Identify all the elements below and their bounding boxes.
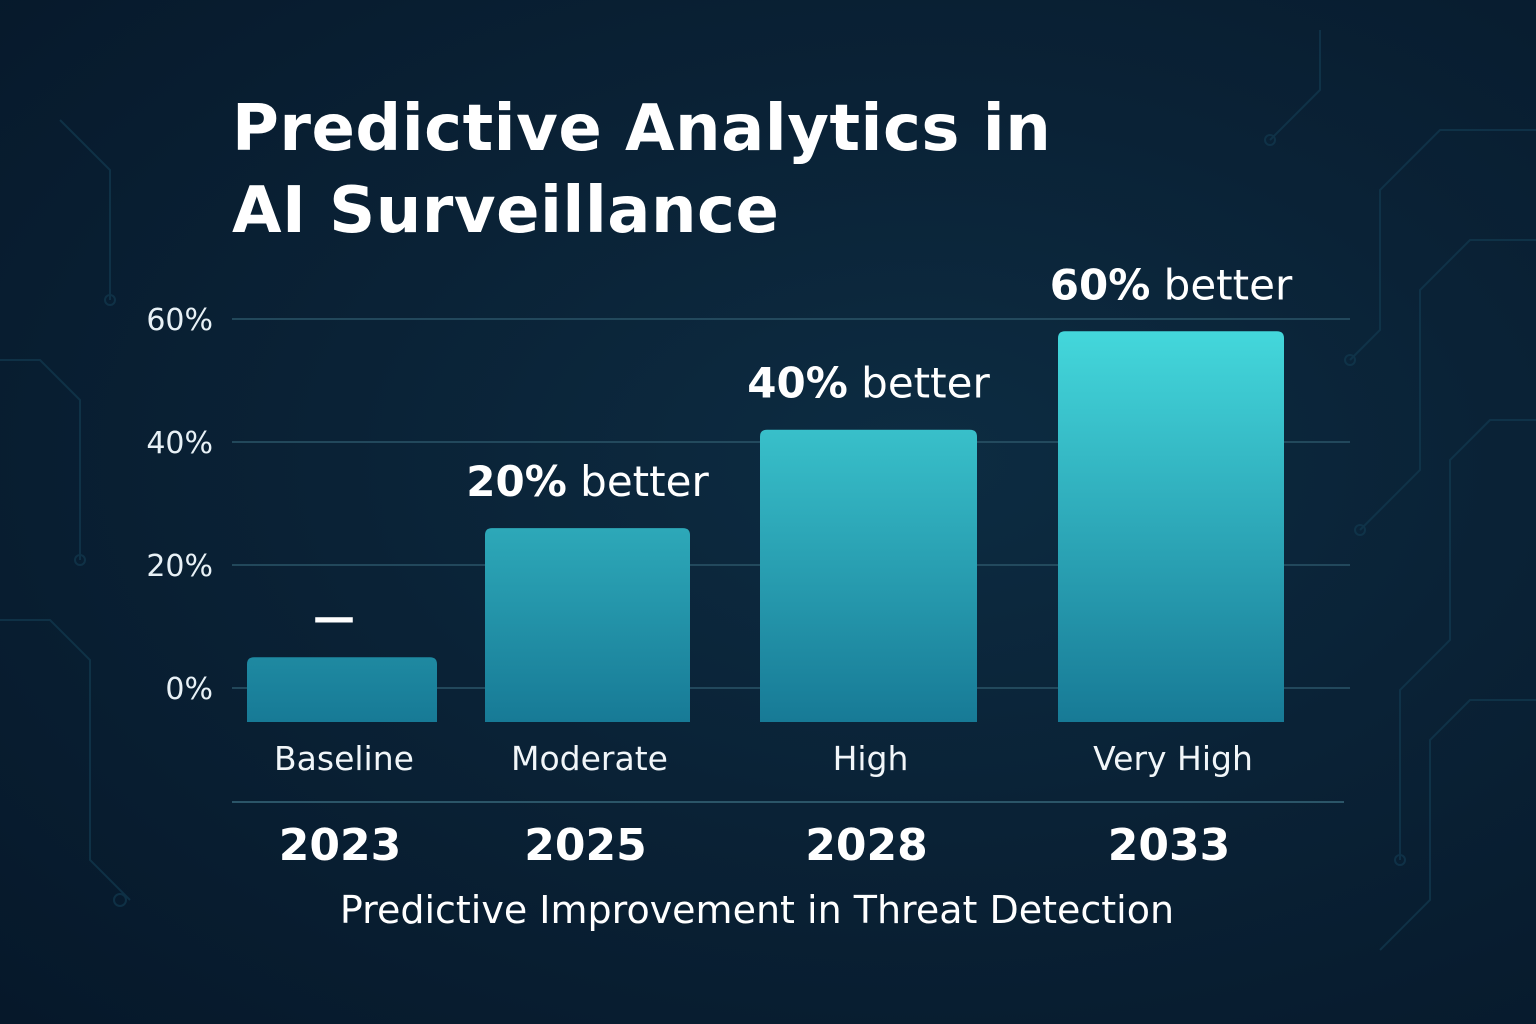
y-axis-ticks: 0% 20% 40% 60% — [146, 303, 213, 707]
category-labels: Baseline Moderate High Very High — [274, 739, 1253, 778]
year-label: 2028 — [805, 820, 927, 871]
data-label-text: better — [848, 359, 991, 408]
x-axis-title: Predictive Improvement in Threat Detecti… — [340, 888, 1174, 932]
year-label: 2023 — [279, 820, 401, 871]
y-tick-label: 40% — [146, 426, 213, 461]
category-label: High — [833, 739, 909, 778]
category-label: Very High — [1093, 739, 1253, 778]
data-label-value: 20% — [466, 457, 567, 506]
chart-title: Predictive Analytics in AI Surveillance — [232, 88, 1132, 252]
bar-baseline — [247, 657, 437, 722]
chart-title-line-2: AI Surveillance — [232, 174, 780, 248]
y-tick-label: 0% — [165, 672, 213, 707]
bar-high — [760, 429, 977, 722]
data-label-text: better — [567, 457, 710, 506]
bars — [247, 331, 1284, 722]
data-label-value: 40% — [747, 359, 848, 408]
y-tick-label: 60% — [146, 303, 213, 338]
category-label: Moderate — [511, 739, 668, 778]
data-label: 20% better — [466, 457, 709, 506]
bar-very-high — [1058, 331, 1284, 722]
data-label: 40% better — [747, 359, 990, 408]
data-label: 60% better — [1050, 260, 1293, 309]
year-label: 2033 — [1108, 820, 1230, 871]
data-label-dash: — — [313, 592, 355, 641]
y-tick-label: 20% — [146, 549, 213, 584]
data-label-text: better — [1150, 260, 1293, 309]
data-label-value: 60% — [1050, 260, 1151, 309]
category-label: Baseline — [274, 739, 414, 778]
year-labels: 2023 2025 2028 2033 — [279, 820, 1230, 871]
chart-title-line-1: Predictive Analytics in — [232, 92, 1052, 166]
bar-moderate — [485, 528, 690, 722]
year-label: 2025 — [524, 820, 646, 871]
